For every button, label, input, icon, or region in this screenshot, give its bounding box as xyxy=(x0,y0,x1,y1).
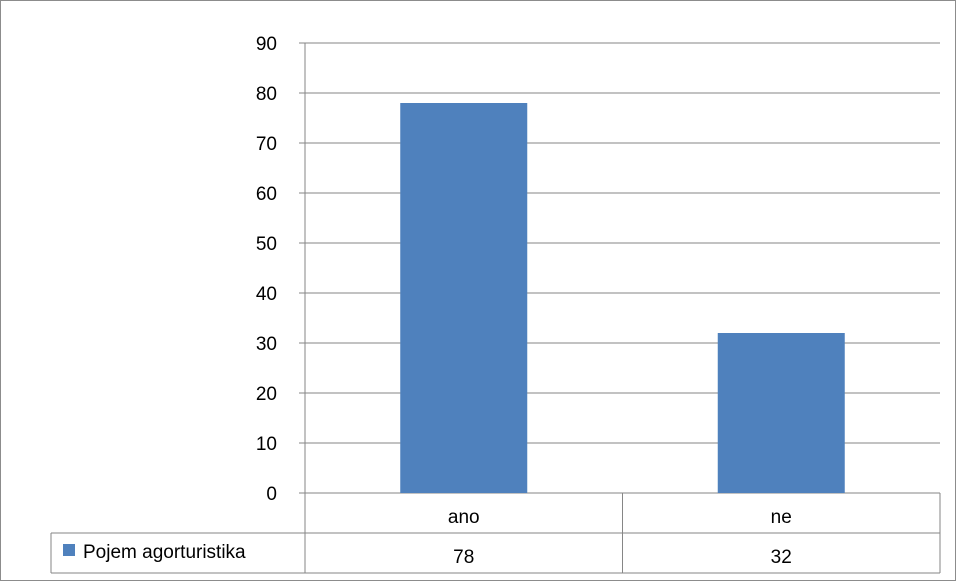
category-label: ne xyxy=(771,507,792,528)
y-axis-ticks: 0 10 20 30 40 50 60 70 80 90 xyxy=(256,34,277,505)
category-label: ano xyxy=(448,507,480,528)
bar-ne xyxy=(717,333,845,493)
table-value: 32 xyxy=(771,547,792,568)
y-tick-label: 10 xyxy=(256,434,277,455)
legend-swatch xyxy=(63,544,75,556)
table-text: ano 78 ne 32 xyxy=(448,507,792,568)
data-table: Pojem agorturistika xyxy=(50,493,941,574)
y-tick-label: 60 xyxy=(256,184,277,205)
legend-label: Pojem agorturistika xyxy=(83,542,246,563)
table-value: 78 xyxy=(453,547,474,568)
y-tick-label: 90 xyxy=(256,34,277,55)
y-tick-label: 20 xyxy=(256,384,277,405)
y-tick-label: 70 xyxy=(256,134,277,155)
y-tick-label: 40 xyxy=(256,284,277,305)
bars xyxy=(400,103,845,493)
y-tick-label: 30 xyxy=(256,334,277,355)
bar-ano xyxy=(400,103,528,493)
y-tick-label: 80 xyxy=(256,84,277,105)
y-tick-label: 50 xyxy=(256,234,277,255)
y-tick-label: 0 xyxy=(266,484,277,505)
